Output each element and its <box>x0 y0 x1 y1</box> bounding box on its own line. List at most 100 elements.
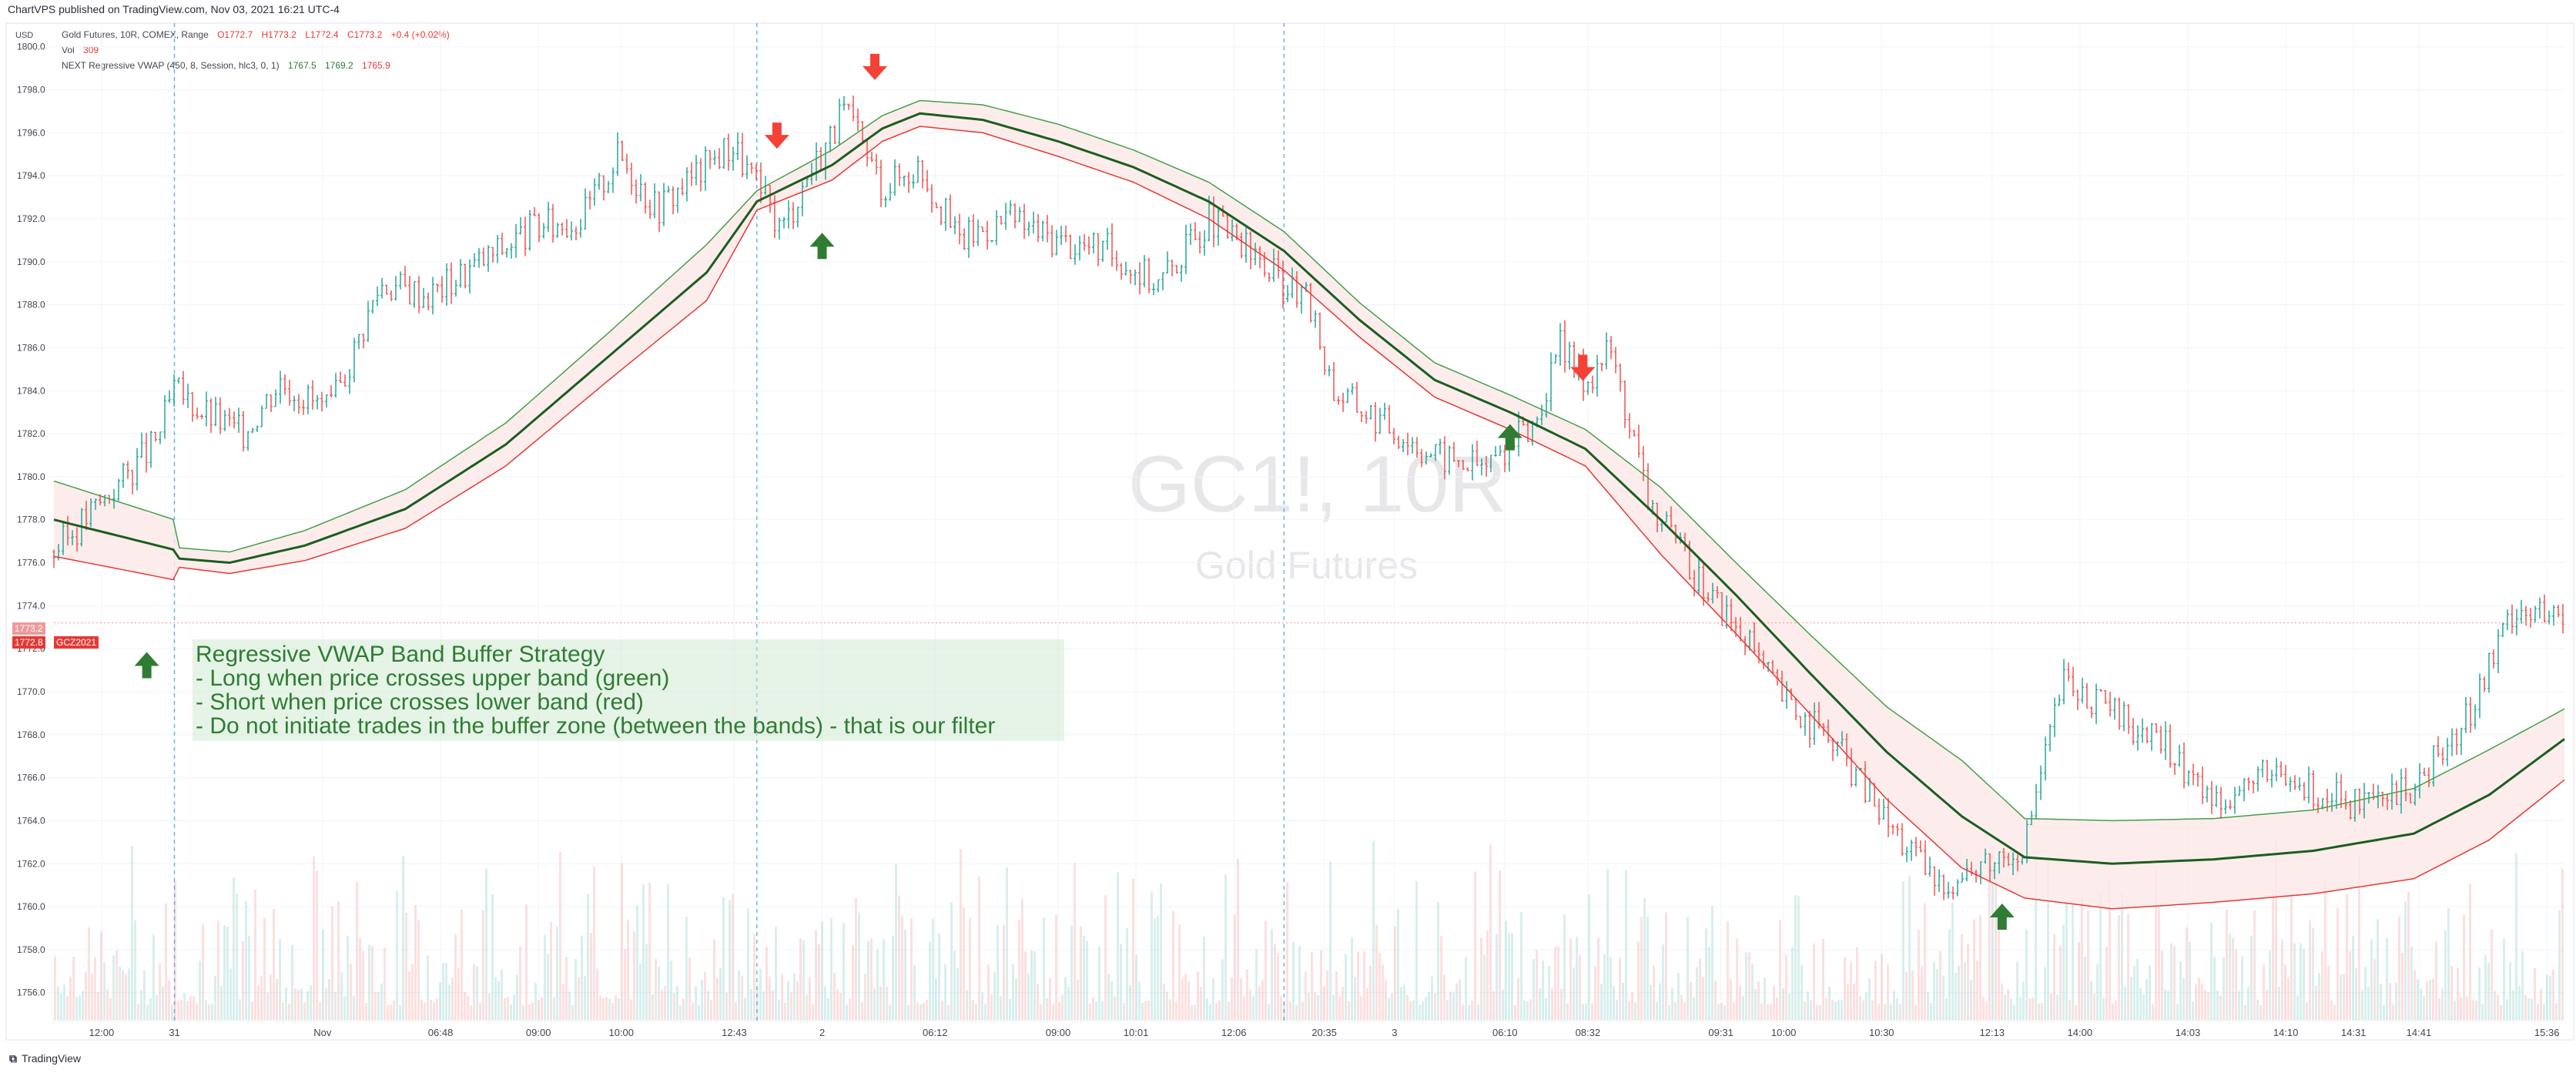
volume-bar <box>2204 989 2206 1021</box>
volume-bar <box>531 1002 534 1021</box>
volume-bar <box>1277 953 1279 1021</box>
volume-bar <box>1391 993 1393 1021</box>
volume-bar <box>205 1000 207 1021</box>
volume-bar <box>1677 973 1680 1021</box>
volume-bar <box>1480 937 1482 1021</box>
volume-bar <box>1329 862 1332 1021</box>
volume-bar <box>725 992 728 1021</box>
volume-bar <box>550 922 552 1021</box>
volume-bar <box>602 998 605 1021</box>
volume-bar <box>584 975 586 1021</box>
short-signal-arrow-icon <box>863 53 888 80</box>
y-tick-label-5: 1766.0 <box>17 773 45 783</box>
volume-bar <box>1015 978 1017 1021</box>
volume-bar <box>1077 979 1079 1021</box>
volume-bar <box>393 1000 395 1021</box>
volume-bar <box>842 923 845 1021</box>
volume-bar <box>528 1004 531 1021</box>
volume-name: Vol <box>62 45 75 55</box>
volume-bar <box>2284 964 2286 1021</box>
volume-bar <box>2084 956 2086 1021</box>
volume-bar <box>1449 991 1452 1021</box>
volume-bar <box>1653 965 1655 1021</box>
publish-header: ChartVPS published on TradingView.com, N… <box>8 3 340 15</box>
volume-bar <box>266 992 269 1021</box>
volume-bar <box>1828 986 1831 1021</box>
volume-bar <box>1375 924 1378 1021</box>
volume-bar <box>1868 978 1871 1021</box>
x-tick-label-17: 10:00 <box>1771 1027 1797 1038</box>
symbol-legend[interactable]: Gold Futures, 10R, COMEX, Range O1772.7 … <box>62 29 450 40</box>
volume-bar <box>279 939 281 1021</box>
volume-bar <box>177 1001 179 1021</box>
volume-bar <box>2167 991 2169 1021</box>
volume-bar <box>494 977 497 1021</box>
volume-bar <box>784 1003 786 1021</box>
volume-bar <box>960 849 962 1021</box>
volume-bar <box>516 974 518 1021</box>
volume-bar <box>1228 1001 1230 1021</box>
indicator-value-3: 1765.9 <box>362 60 390 71</box>
volume-bar <box>568 991 571 1021</box>
volume-bar <box>196 1004 198 1021</box>
volume-bar <box>1117 872 1119 1021</box>
x-tick-label-10: 10:01 <box>1124 1027 1149 1038</box>
volume-bar <box>987 964 990 1021</box>
volume-bar <box>1123 1003 1125 1021</box>
volume-bar <box>2115 1000 2117 1021</box>
volume-bar <box>722 897 725 1021</box>
volume-bar <box>1631 992 1633 1021</box>
volume-bar <box>2161 951 2163 1021</box>
volume-bar <box>599 995 601 1021</box>
x-tick-label-0: 12:00 <box>89 1027 115 1038</box>
volume-bar <box>793 973 796 1021</box>
volume-bar <box>1643 897 1646 1021</box>
volume-bar <box>297 989 300 1021</box>
volume-bar <box>642 884 645 1021</box>
volume-bar <box>1640 917 1643 1021</box>
volume-bar <box>193 996 195 1021</box>
volume-bar <box>932 918 934 1021</box>
secondary-price-badge: 1772.8 <box>12 636 45 649</box>
volume-bar <box>2423 995 2425 1021</box>
volume-bar <box>2414 970 2416 1021</box>
volume-bar <box>2004 994 2006 1021</box>
high-value: H1773.2 <box>261 29 296 40</box>
volume-bar <box>337 901 340 1021</box>
volume-bar <box>2373 958 2376 1021</box>
volume-bar <box>2290 892 2293 1021</box>
volume-legend[interactable]: Vol 309 <box>62 45 99 55</box>
y-tick-label-20: 1796.0 <box>17 127 45 138</box>
volume-bar <box>1181 978 1184 1021</box>
volume-bar <box>2139 987 2142 1021</box>
x-tick-label-12: 20:35 <box>1311 1027 1337 1038</box>
volume-bar <box>1132 878 1134 1021</box>
y-tick-label-7: 1770.0 <box>17 686 45 697</box>
volume-bar <box>1665 912 1667 1021</box>
volume-bar <box>1603 954 1606 1021</box>
volume-bar <box>2432 978 2434 1021</box>
volume-bar <box>873 988 876 1021</box>
indicator-legend[interactable]: NEXT Regressive VWAP (450, 8, Session, h… <box>62 60 390 71</box>
close-value: C1773.2 <box>347 29 383 40</box>
volume-bar <box>1107 974 1110 1021</box>
volume-bar <box>876 949 879 1021</box>
volume-bar <box>1847 984 1849 1021</box>
volume-bar <box>1200 987 1202 1021</box>
volume-bar <box>414 905 417 1021</box>
volume-bar <box>1240 978 1242 1021</box>
y-tick-label-22: 1800.0 <box>17 42 45 52</box>
volume-bar <box>1973 919 1975 1021</box>
volume-bar <box>1261 980 1264 1021</box>
volume-bar <box>343 996 346 1021</box>
volume-bar <box>753 934 755 1021</box>
volume-bar <box>645 944 648 1021</box>
volume-bar <box>870 938 873 1021</box>
volume-bar <box>2441 987 2444 1021</box>
y-tick-label-2: 1760.0 <box>17 901 45 912</box>
volume-bar <box>935 978 937 1021</box>
volume-bar <box>1110 981 1113 1021</box>
volume-bar <box>424 1002 426 1021</box>
volume-bar <box>2010 998 2012 1021</box>
